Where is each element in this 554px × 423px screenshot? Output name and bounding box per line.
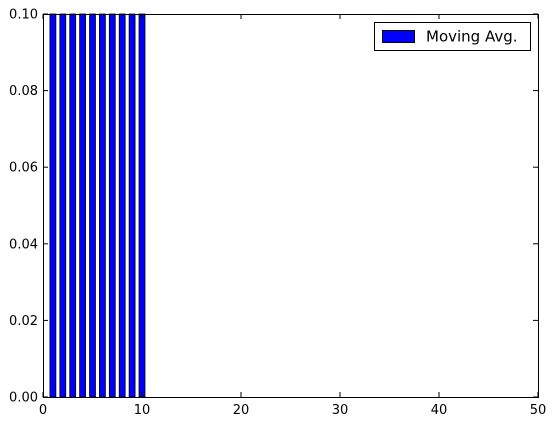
bar-5 bbox=[89, 13, 96, 398]
x-tick-label-5: 50 bbox=[530, 403, 547, 418]
bar-1 bbox=[49, 13, 57, 398]
y-tick-label-5: 0.10 bbox=[9, 8, 38, 23]
legend-swatch bbox=[382, 30, 415, 43]
bar-10 bbox=[138, 13, 146, 398]
y-tick-label-1: 0.02 bbox=[9, 314, 38, 329]
bar-9 bbox=[128, 13, 136, 398]
plot-frame bbox=[43, 14, 539, 398]
y-tick-label-2: 0.04 bbox=[9, 237, 38, 252]
x-tick-label-1: 10 bbox=[134, 403, 151, 418]
bar-7 bbox=[108, 13, 116, 398]
bar-6 bbox=[99, 13, 106, 398]
y-tick-label-0: 0.00 bbox=[9, 391, 38, 406]
bar-4 bbox=[79, 13, 86, 398]
y-tick-label-3: 0.06 bbox=[9, 161, 38, 176]
bar-3 bbox=[69, 13, 77, 398]
ticks-layer: 0 10 20 30 40 50 0.00 0.02 0.04 0.06 0.08 0.10 bbox=[9, 8, 546, 419]
bar-8 bbox=[118, 13, 126, 398]
x-tick-label-3: 30 bbox=[332, 403, 349, 418]
legend-label: Moving Avg. bbox=[426, 28, 518, 46]
x-tick-label-0: 0 bbox=[39, 403, 47, 418]
x-tick-label-4: 40 bbox=[431, 403, 448, 418]
x-tick-label-2: 20 bbox=[233, 403, 250, 418]
bar-2 bbox=[59, 13, 67, 398]
y-tick-label-4: 0.08 bbox=[9, 84, 38, 99]
legend: Moving Avg. bbox=[374, 22, 531, 51]
